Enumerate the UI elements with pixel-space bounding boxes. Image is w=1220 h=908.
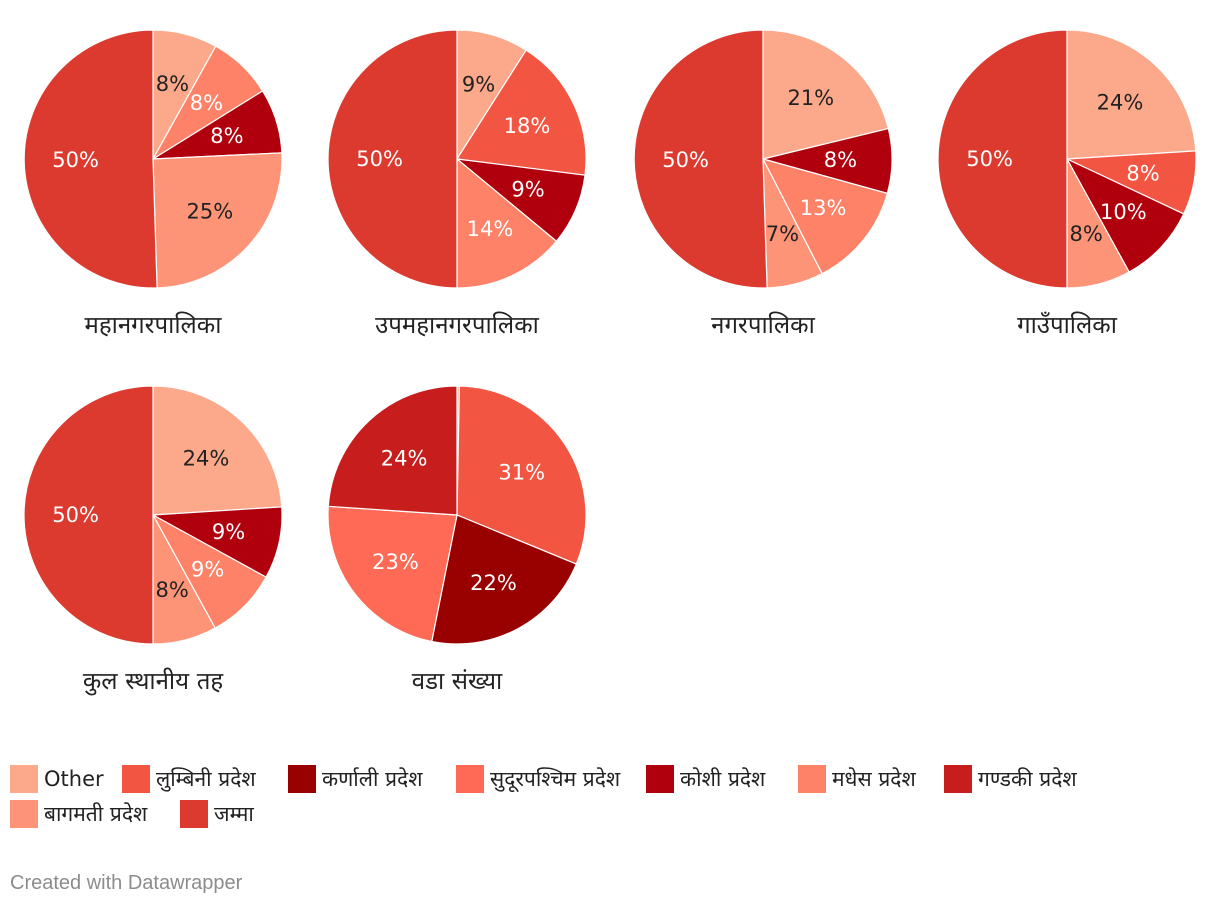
legend-item: जम्मा: [180, 797, 254, 831]
pie-slice: [23, 29, 158, 289]
slice-label: 50%: [966, 147, 1013, 171]
slice-label: 8%: [824, 148, 857, 172]
pie-slice: [152, 385, 283, 516]
pie-slice: [456, 157, 558, 289]
slice-label: 9%: [511, 178, 544, 202]
pie-slice: [327, 29, 458, 289]
slice-label: 9%: [462, 73, 495, 97]
pie-slice: [761, 158, 889, 275]
legend-item: गण्डकी प्रदेश: [944, 762, 1077, 796]
legend-swatch: [10, 765, 38, 793]
pie-slice: [455, 49, 587, 176]
pie-slice: [23, 385, 154, 645]
legend-label: कोशी प्रदेश: [680, 767, 766, 791]
slice-label: 24%: [381, 447, 428, 471]
legend-label: जम्मा: [214, 802, 254, 826]
slice-label: 18%: [504, 114, 551, 138]
pie-slice: [152, 152, 283, 289]
legend-label: लुम्बिनी प्रदेश: [156, 767, 256, 791]
pie-title: नगरपालिका: [711, 311, 815, 339]
legend-swatch: [288, 765, 316, 793]
slice-label: 22%: [470, 571, 517, 595]
pie-title: उपमहानगरपालिका: [375, 311, 540, 339]
legend-item: मधेस प्रदेश: [798, 762, 916, 796]
legend-label: मधेस प्रदेश: [832, 767, 916, 791]
legend-item: सुदूरपश्चिम प्रदेश: [456, 762, 620, 796]
legend-label: कर्णाली प्रदेश: [322, 767, 423, 791]
pie-chart: 9% 18% 9% 14% 50% उपमहानगरपालिका: [327, 29, 587, 339]
pie-chart: 8%8%8%25%50%महानगरपालिका: [23, 29, 283, 339]
legend-item: Other: [10, 762, 104, 796]
pie-slice: [762, 29, 890, 160]
pie-chart: 31% 22% 23% 24% वडा संख्या: [327, 385, 587, 695]
credit-text: Created with Datawrapper: [10, 872, 243, 894]
legend-swatch: [456, 765, 484, 793]
slice-label: 50%: [52, 503, 99, 527]
legend-swatch: [646, 765, 674, 793]
legend-label: Other: [44, 767, 104, 791]
pie-chart: 24%9%9%8%50%कुल स्थानीय तह: [23, 385, 283, 696]
slice-label: 7%: [766, 222, 799, 246]
slice-label: 13%: [800, 196, 847, 220]
slice-label: 23%: [372, 550, 419, 574]
pie-chart: 24%8%10%8%50%गाउँपालिका: [937, 29, 1197, 339]
legend-item: कोशी प्रदेश: [646, 762, 765, 796]
pie-slice: [327, 385, 458, 516]
legend-swatch: [10, 800, 38, 828]
legend-item: बागमती प्रदेश: [10, 797, 147, 831]
pie-title: वडा संख्या: [412, 667, 503, 695]
slice-label: 9%: [191, 558, 224, 582]
legend-label: गण्डकी प्रदेश: [978, 767, 1077, 791]
slice-label: 14%: [467, 217, 514, 241]
slice-label: 8%: [156, 72, 189, 96]
slice-label: 8%: [1126, 162, 1159, 186]
pie-title: गाउँपालिका: [1017, 311, 1118, 339]
pie-title: कुल स्थानीय तह: [83, 667, 225, 696]
pie-slice: [1066, 29, 1197, 160]
legend-swatch: [944, 765, 972, 793]
pie-title: महानगरपालिका: [85, 311, 223, 339]
slice-label: 50%: [662, 148, 709, 172]
slice-label: 9%: [212, 520, 245, 544]
legend-swatch: [798, 765, 826, 793]
legend-label: बागमती प्रदेश: [44, 802, 148, 826]
legend-swatch: [122, 765, 150, 793]
slice-label: 8%: [190, 91, 223, 115]
slice-label: 8%: [210, 124, 243, 148]
slice-label: 10%: [1100, 200, 1147, 224]
pie-slice: [1065, 157, 1185, 273]
slice-label: 21%: [787, 86, 834, 110]
pie-charts: 8%8%8%25%50%महानगरपालिका9%18%9%14%50%उपम…: [23, 29, 1197, 696]
slice-label: 31%: [498, 461, 545, 485]
legend-item: लुम्बिनी प्रदेश: [122, 762, 256, 796]
slice-label: 25%: [187, 200, 234, 224]
slice-label: 50%: [52, 148, 99, 172]
slice-label: 8%: [1070, 222, 1103, 246]
legend-item: कर्णाली प्रदेश: [288, 762, 422, 796]
slice-label: 24%: [183, 447, 230, 471]
pie-slice: [327, 505, 458, 643]
pie-slice: [937, 29, 1068, 289]
slice-label: 24%: [1097, 91, 1144, 115]
pie-slice: [456, 385, 587, 565]
legend-label: सुदूरपश्चिम प्रदेश: [490, 767, 621, 791]
legend-swatch: [180, 800, 208, 828]
slice-label: 50%: [356, 147, 403, 171]
pie-slice: [633, 29, 768, 289]
pie-slice: [431, 514, 578, 645]
pie-chart: 21% 8% 13%7% 50% नगरपालिका: [633, 29, 893, 339]
slice-label: 8%: [156, 578, 189, 602]
